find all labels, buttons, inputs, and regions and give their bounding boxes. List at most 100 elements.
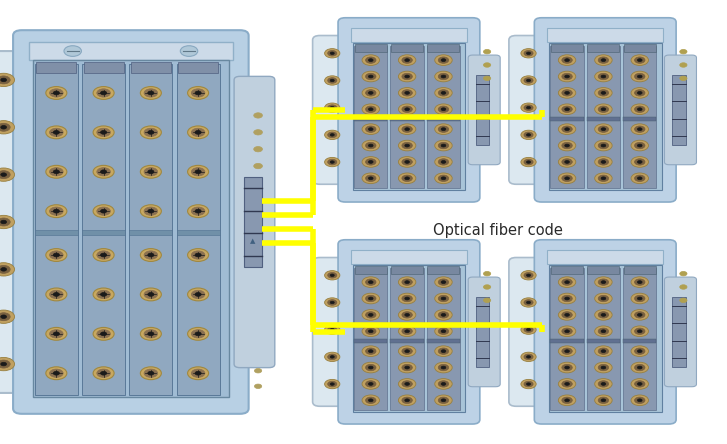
Circle shape [595, 140, 612, 151]
Circle shape [398, 173, 416, 184]
Text: Optical fiber code: Optical fiber code [433, 223, 563, 238]
Circle shape [631, 71, 648, 82]
Circle shape [324, 103, 340, 112]
Circle shape [601, 366, 606, 369]
Circle shape [635, 143, 645, 149]
Circle shape [635, 106, 645, 112]
Bar [623, 268, 656, 410]
Circle shape [598, 175, 608, 182]
Circle shape [601, 297, 606, 300]
Circle shape [140, 87, 161, 99]
Bar [35, 64, 78, 395]
Circle shape [369, 59, 373, 62]
Circle shape [526, 301, 531, 304]
Circle shape [328, 132, 337, 138]
Circle shape [526, 134, 531, 136]
Circle shape [635, 348, 645, 354]
Circle shape [362, 362, 379, 373]
Circle shape [405, 108, 409, 111]
Circle shape [366, 328, 376, 334]
Circle shape [565, 350, 569, 353]
Circle shape [324, 130, 340, 139]
Circle shape [144, 290, 158, 298]
Bar [587, 266, 619, 274]
Circle shape [144, 168, 158, 176]
Circle shape [483, 285, 491, 289]
Circle shape [558, 140, 576, 151]
Circle shape [100, 253, 107, 257]
Bar [551, 44, 583, 52]
Circle shape [97, 89, 111, 97]
FancyBboxPatch shape [509, 36, 560, 184]
Circle shape [598, 159, 608, 165]
Circle shape [558, 277, 576, 287]
Circle shape [49, 128, 63, 136]
Bar [587, 268, 620, 410]
Circle shape [324, 49, 340, 58]
Circle shape [601, 75, 606, 78]
Circle shape [598, 328, 608, 334]
Circle shape [366, 397, 376, 404]
Circle shape [254, 369, 262, 373]
Circle shape [601, 350, 606, 353]
Circle shape [362, 140, 379, 151]
Circle shape [526, 383, 531, 385]
Circle shape [405, 350, 409, 353]
Circle shape [369, 91, 373, 94]
Circle shape [405, 91, 409, 94]
Circle shape [369, 399, 373, 402]
Circle shape [526, 79, 531, 82]
Circle shape [635, 57, 645, 63]
Circle shape [638, 108, 642, 111]
Circle shape [402, 73, 412, 80]
Bar [587, 44, 619, 52]
Circle shape [524, 327, 533, 333]
Circle shape [483, 49, 491, 54]
Circle shape [405, 281, 409, 284]
Circle shape [526, 161, 531, 163]
Circle shape [324, 270, 340, 280]
Circle shape [601, 128, 606, 131]
Circle shape [521, 379, 537, 389]
Circle shape [435, 173, 452, 184]
Circle shape [562, 365, 572, 371]
Circle shape [402, 295, 412, 302]
Circle shape [562, 126, 572, 132]
Bar [476, 75, 489, 145]
FancyBboxPatch shape [338, 18, 480, 202]
Circle shape [631, 326, 648, 337]
Circle shape [100, 293, 107, 296]
Bar [390, 46, 424, 188]
Circle shape [398, 55, 416, 65]
Circle shape [598, 381, 608, 387]
Bar [390, 268, 424, 410]
Circle shape [0, 121, 15, 134]
Circle shape [558, 55, 576, 65]
Circle shape [438, 143, 449, 149]
Circle shape [441, 177, 446, 180]
Circle shape [638, 177, 642, 180]
Circle shape [191, 89, 205, 97]
Circle shape [328, 78, 337, 83]
Circle shape [565, 91, 569, 94]
Circle shape [524, 132, 533, 138]
Circle shape [362, 157, 379, 167]
Circle shape [638, 59, 642, 62]
Circle shape [1, 315, 7, 318]
Bar [587, 339, 620, 343]
Circle shape [366, 175, 376, 182]
Circle shape [195, 91, 201, 95]
Circle shape [1, 126, 7, 129]
Circle shape [398, 104, 416, 115]
Circle shape [330, 301, 334, 304]
Circle shape [328, 159, 337, 165]
Circle shape [46, 327, 67, 340]
Circle shape [631, 124, 648, 135]
Circle shape [558, 293, 576, 304]
Circle shape [330, 329, 334, 331]
Circle shape [195, 253, 201, 257]
Circle shape [483, 76, 491, 80]
Circle shape [526, 274, 531, 277]
Bar [351, 28, 467, 42]
Circle shape [324, 298, 340, 307]
